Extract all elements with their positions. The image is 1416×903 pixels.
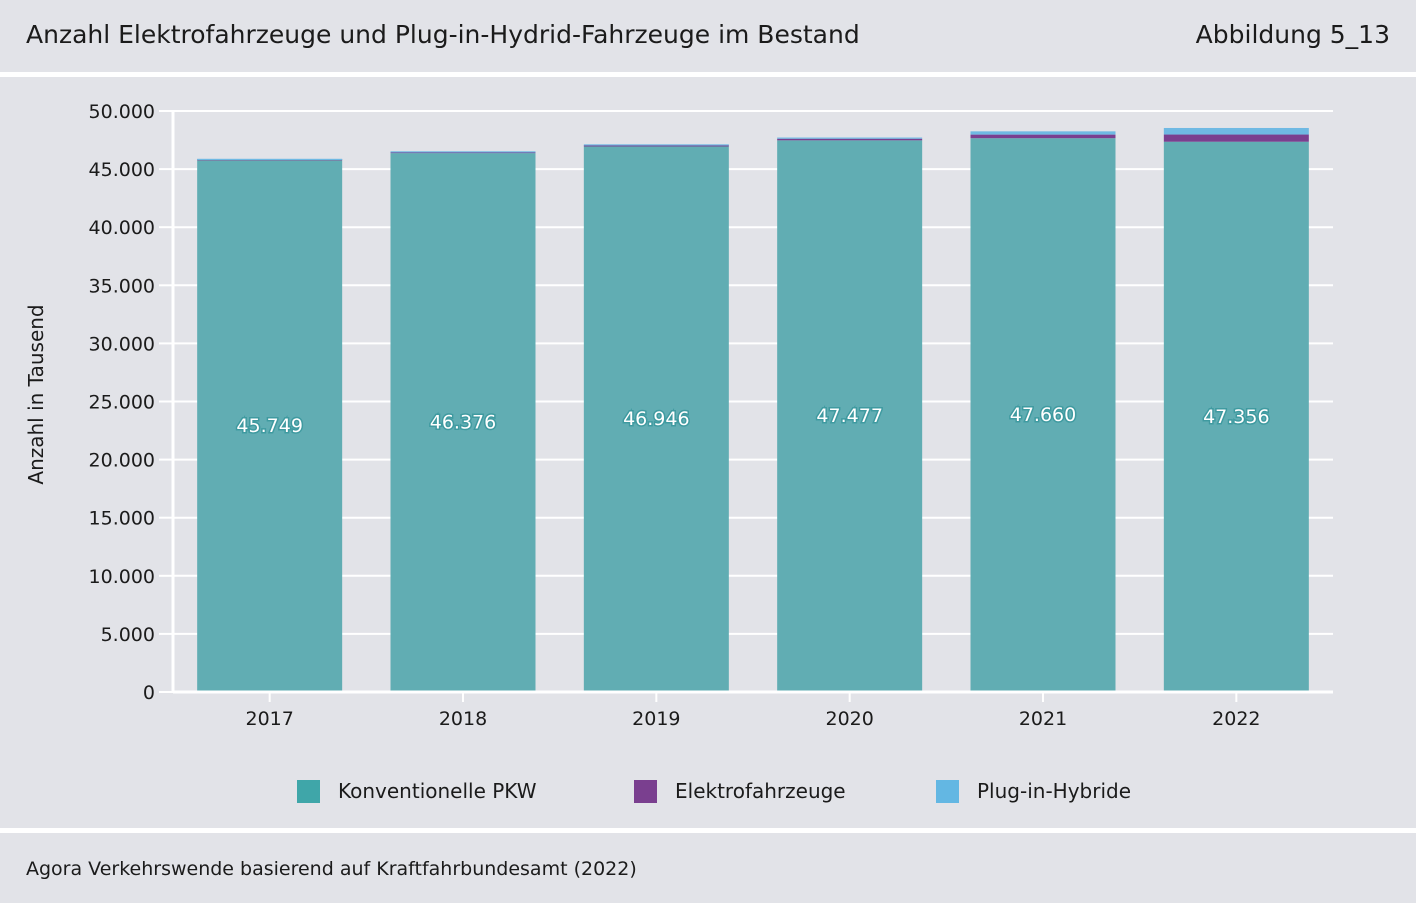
bar-plug-in-hybride-2019 <box>583 144 729 146</box>
legend-label: Elektrofahrzeuge <box>675 779 846 803</box>
bottom-divider <box>0 828 1416 833</box>
legend-item: Konventionelle PKW <box>297 776 536 806</box>
legend-swatch <box>634 779 657 803</box>
legend-item: Plug-in-Hybride <box>936 776 1131 806</box>
y-tick-label: 30.000 <box>89 333 155 355</box>
legend: Konventionelle PKW Elektrofahrzeuge Plug-i… <box>0 776 1416 806</box>
bar-elektrofahrzeuge-2022 <box>1163 134 1309 142</box>
bar-elektrofahrzeuge-2020 <box>777 138 923 141</box>
bar-elektrofahrzeuge-2021 <box>970 134 1116 139</box>
y-tick-label: 45.000 <box>89 159 155 181</box>
header: Anzahl Elektrofahrzeuge und Plug-in-Hydr… <box>0 0 1416 72</box>
figure-label: Abbildung 5_13 <box>1195 20 1390 49</box>
y-tick-label: 35.000 <box>89 275 155 297</box>
legend-label: Konventionelle PKW <box>338 779 537 803</box>
bar-plug-in-hybride-2022 <box>1163 127 1309 135</box>
chart-title: Anzahl Elektrofahrzeuge und Plug-in-Hydr… <box>26 20 860 49</box>
x-tick-label: 2020 <box>825 708 873 730</box>
bar-plug-in-hybride-2018 <box>390 151 536 153</box>
bar-plug-in-hybride-2021 <box>970 131 1116 135</box>
bar-elektrofahrzeuge-2018 <box>390 151 536 154</box>
top-divider <box>0 72 1416 77</box>
bar-konventionelle-pkw-2019 <box>583 146 729 692</box>
legend-swatch <box>936 779 959 803</box>
bar-konventionelle-pkw-2018 <box>390 153 536 693</box>
y-tick-label: 10.000 <box>89 566 155 588</box>
legend-item: Elektrofahrzeuge <box>634 776 846 806</box>
bar-konventionelle-pkw-2021 <box>970 138 1116 692</box>
bar-value-label: 46.946 <box>623 408 689 430</box>
bar-chart: 0 5.000 10.000 15.000 20.000 25.000 30.000 35.0… <box>24 101 1333 730</box>
source-note: Agora Verkehrswende basierend auf Kraftf… <box>26 858 637 880</box>
legend-swatch <box>297 779 320 803</box>
x-tick-label: 2018 <box>439 708 487 730</box>
x-tick-label: 2019 <box>632 708 680 730</box>
y-tick-label: 20.000 <box>89 450 155 472</box>
bar-plug-in-hybride-2020 <box>777 137 923 139</box>
x-tick-label: 2022 <box>1212 708 1260 730</box>
chart-area: 0 5.000 10.000 15.000 20.000 25.000 30.000 35.0… <box>0 77 1416 828</box>
bar-konventionelle-pkw-2020 <box>777 140 923 692</box>
y-tick-label: 0 <box>143 682 155 704</box>
bar-plug-in-hybride-2017 <box>197 158 343 161</box>
bar-elektrofahrzeuge-2019 <box>583 145 729 147</box>
x-tick-label: 2017 <box>245 708 293 730</box>
bar-konventionelle-pkw-2017 <box>197 160 343 693</box>
y-tick-label: 15.000 <box>89 508 155 530</box>
y-tick-label: 40.000 <box>89 217 155 239</box>
y-tick-label: 5.000 <box>101 624 155 646</box>
bar-value-label: 47.356 <box>1203 406 1269 428</box>
bar-value-label: 45.749 <box>236 415 302 437</box>
bar-konventionelle-pkw-2022 <box>1163 141 1309 693</box>
bar-value-label: 47.477 <box>816 405 882 427</box>
y-axis-label: Anzahl in Tausend <box>24 304 48 484</box>
x-tick-label: 2021 <box>1019 708 1067 730</box>
bar-value-label: 46.376 <box>430 412 496 434</box>
y-tick-label: 50.000 <box>89 101 155 123</box>
y-tick-label: 25.000 <box>89 392 155 414</box>
legend-label: Plug-in-Hybride <box>977 779 1132 803</box>
bar-value-label: 47.660 <box>1010 404 1076 426</box>
